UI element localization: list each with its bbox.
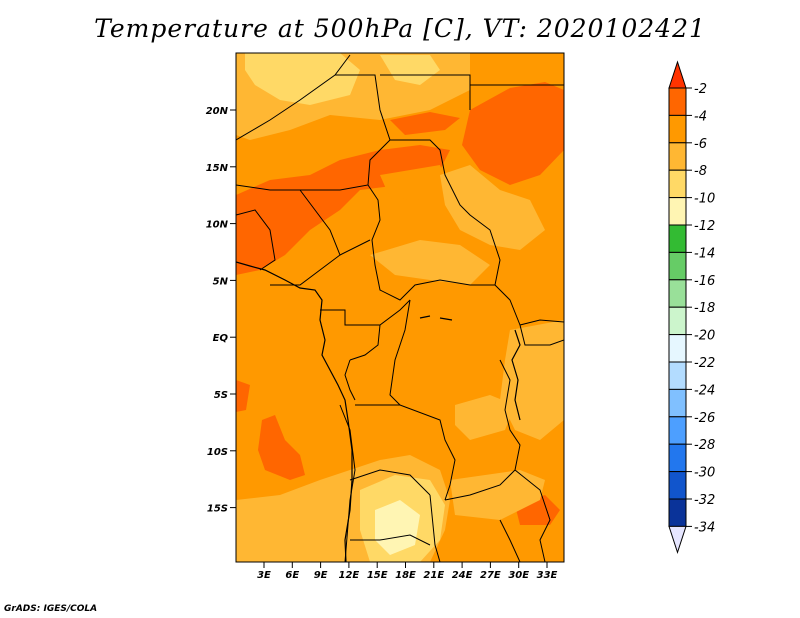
- lat-tick-label: 10S: [207, 447, 228, 458]
- lon-tick-label: 12E: [339, 570, 360, 581]
- lat-tick-label: 10N: [206, 220, 229, 231]
- colorbar-swatch: [668, 498, 687, 527]
- latitude-axis: 20N 15N 10N 5N EQ 5S 10S 15S: [206, 106, 236, 515]
- lon-tick-label: 24E: [452, 570, 473, 581]
- colorbar-label: -32: [694, 493, 715, 508]
- colorbar-label: -8: [694, 164, 707, 179]
- field-north-cool: [245, 53, 360, 105]
- colorbar-label: -2: [694, 82, 707, 97]
- colorbar-swatch: [668, 416, 687, 445]
- colorbar-label: -6: [694, 137, 707, 152]
- colorbar-swatch: [668, 197, 687, 226]
- colorbar-label: -22: [694, 356, 715, 371]
- field-lakes-cool: [455, 395, 515, 440]
- colorbar-swatch: [668, 443, 687, 473]
- map-field: [236, 53, 564, 562]
- lon-tick-label: 27E: [480, 570, 501, 581]
- colorbar-swatch: [668, 169, 687, 199]
- lat-tick-label: 15N: [206, 163, 229, 174]
- lon-tick-label: 3E: [257, 570, 271, 581]
- field-southwest-warm: [258, 415, 305, 480]
- colorbar-swatch: [668, 279, 687, 308]
- coastline: [236, 261, 521, 562]
- colorbar-label: -28: [694, 438, 715, 453]
- lon-tick-label: 9E: [314, 570, 328, 581]
- lon-tick-label: 21E: [423, 570, 444, 581]
- colorbar-bottom-arrow: [668, 525, 687, 555]
- grads-credit: GrADS: IGES/COLA: [4, 604, 98, 614]
- colorbar-label: -20: [694, 329, 715, 344]
- colorbar-label: -14: [694, 246, 715, 261]
- lat-tick-label: 5S: [214, 390, 228, 401]
- field-central-cool: [370, 240, 490, 285]
- colorbar-swatch: [668, 471, 687, 500]
- colorbar-swatch: [668, 87, 687, 116]
- field-northeast-warm: [462, 82, 564, 185]
- colorbar-swatch: [668, 251, 687, 281]
- colorbar-label: -26: [694, 411, 715, 426]
- colorbar-label: -24: [694, 383, 715, 398]
- lon-tick-label: 15E: [367, 570, 388, 581]
- longitude-axis: 3E 6E 9E 12E 15E 18E 21E 24E 27E 30E 33E: [257, 562, 558, 581]
- map-title: Temperature at 500hPa [C], VT: 202010242…: [94, 14, 706, 43]
- colorbar-label: -10: [694, 192, 715, 207]
- colorbar-swatch: [668, 114, 687, 144]
- field-west-spot: [236, 380, 250, 412]
- lat-tick-label: 20N: [206, 106, 229, 117]
- field-northeast-light: [440, 165, 545, 250]
- field-southeast-cool: [450, 470, 545, 520]
- lat-tick-label: 5N: [213, 276, 229, 287]
- colorbar-label: -4: [694, 109, 707, 124]
- field-east-cool: [500, 320, 564, 440]
- field-south-palest: [375, 500, 420, 555]
- map-frame: [235, 52, 565, 563]
- colorbar: -2 -4 -6 -8 -10 -12 -14 -16 -18 -20 -22 -24 -26 -28 -3…: [668, 60, 715, 555]
- colorbar-label: -16: [694, 274, 715, 289]
- colorbar-swatch: [668, 388, 687, 418]
- colorbar-swatch: [668, 306, 687, 336]
- colorbar-top-arrow: [668, 60, 687, 89]
- colorbar-swatch: [668, 224, 687, 253]
- lon-tick-label: 33E: [537, 570, 558, 581]
- field-sahel-light: [380, 165, 450, 200]
- country-borders: [236, 54, 564, 562]
- lon-tick-label: 30E: [508, 570, 529, 581]
- colorbar-label: -34: [694, 520, 715, 535]
- colorbar-label: -18: [694, 301, 715, 316]
- colorbar-label: -12: [694, 219, 715, 234]
- colorbar-swatch: [668, 361, 687, 390]
- lat-tick-label: 15S: [207, 504, 228, 515]
- field-north-cool-2: [380, 55, 440, 85]
- lon-tick-label: 6E: [285, 570, 299, 581]
- lon-tick-label: 18E: [395, 570, 416, 581]
- field-mid-streak: [390, 112, 460, 135]
- colorbar-swatch: [668, 334, 687, 363]
- colorbar-swatch: [668, 142, 687, 171]
- lat-tick-label: EQ: [213, 333, 229, 344]
- colorbar-label: -30: [694, 466, 715, 481]
